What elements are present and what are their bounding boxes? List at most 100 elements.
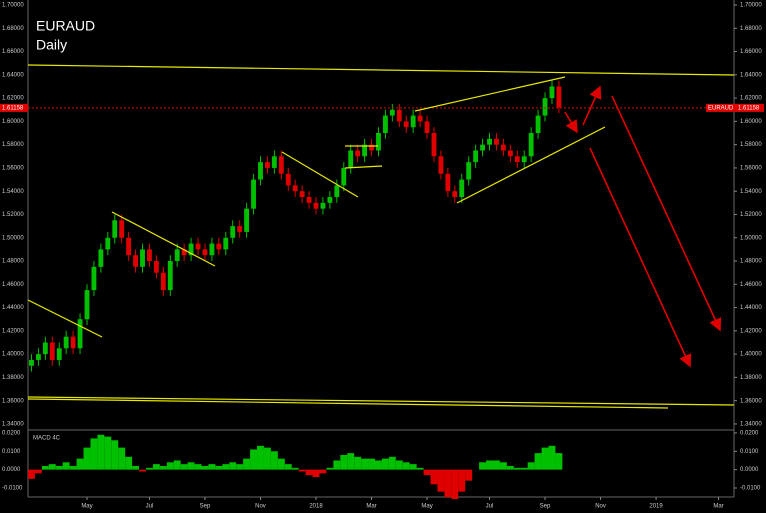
macd-bar [499, 462, 507, 470]
macd-bar [76, 458, 84, 470]
y-tick-label: 1.54000 [2, 189, 24, 195]
y-tick-label: 1.56000 [740, 166, 762, 172]
y-tick-label: 1.36000 [2, 398, 24, 404]
y-tick-label: 1.62000 [740, 96, 762, 102]
x-tick-label: Sep [200, 504, 211, 510]
candle-body [140, 249, 145, 267]
candle-body [507, 150, 513, 157]
candle-body [29, 359, 34, 366]
y-tick-label: 1.68000 [740, 26, 762, 32]
macd-bar [125, 456, 133, 470]
candle-body [369, 144, 374, 151]
candle-body [459, 179, 465, 198]
macd-bar [270, 451, 278, 470]
candle-body [244, 208, 250, 232]
macd-bar [479, 462, 487, 470]
macd-bar [465, 469, 473, 481]
candle-body [376, 133, 381, 151]
y-tick-label: 1.60000 [2, 119, 24, 125]
y-tick-label: -0.0100 [740, 486, 761, 492]
y-tick-label: 0.0000 [2, 467, 21, 473]
candle-body [327, 197, 333, 203]
y-tick-label: 1.68000 [2, 26, 24, 32]
macd-bar [375, 460, 382, 470]
y-tick-label: 1.34000 [2, 422, 24, 428]
y-tick-label: -0.0100 [2, 486, 23, 492]
price-tag-label: 1.61158 [2, 105, 24, 111]
y-tick-label: 1.66000 [740, 49, 762, 55]
candle-body [119, 220, 125, 238]
y-tick-label: 1.66000 [2, 49, 24, 55]
candle-body [147, 249, 152, 262]
candle-body [223, 237, 229, 250]
candle-body [313, 202, 319, 209]
macd-bar [132, 465, 140, 470]
macd-bar [34, 469, 42, 474]
y-tick-label: 1.60000 [740, 119, 762, 125]
x-tick-label: Nov [595, 504, 606, 510]
macd-bar [55, 465, 63, 470]
macd-bar [187, 462, 195, 470]
macd-bar [492, 460, 500, 470]
macd-bar [527, 462, 535, 470]
macd-bar [208, 464, 216, 470]
macd-bar [194, 464, 202, 470]
y-tick-label: 1.62000 [2, 96, 24, 102]
candle-body [230, 226, 236, 238]
macd-bar [166, 462, 174, 470]
annotations [27, 64, 735, 409]
macd-bar [41, 465, 49, 470]
candle-body [424, 121, 430, 134]
y-tick-label: 1.46000 [740, 282, 762, 288]
candle-body [237, 226, 243, 232]
candle-body [133, 255, 138, 267]
macd-bar [340, 454, 348, 470]
macd-bar [312, 469, 320, 477]
candle-body [216, 243, 222, 250]
candle-body [452, 191, 458, 198]
candle-body [389, 109, 395, 116]
y-tick-label: 1.56000 [2, 166, 24, 172]
candle-body [195, 243, 201, 250]
candle-body [306, 197, 312, 203]
y-tick-label: 1.54000 [740, 189, 762, 195]
candle-body [535, 115, 541, 134]
y-tick-label: 0.0100 [740, 449, 759, 455]
macd-bar [201, 465, 209, 470]
y-tick-label: 1.58000 [740, 142, 762, 148]
candle-body [77, 319, 83, 349]
candle-body [521, 156, 527, 163]
macd-bar [104, 436, 112, 470]
y-tick-label: 1.64000 [740, 72, 762, 78]
y-tick-label: 1.40000 [740, 352, 762, 358]
candle-body [396, 109, 402, 122]
y-tick-label: 0.0200 [2, 431, 21, 437]
x-tick-label: 2018 [309, 504, 323, 510]
candle-body [494, 138, 499, 145]
macd-bar [152, 464, 160, 470]
y-tick-label: 1.40000 [2, 352, 24, 358]
macd-bar [250, 449, 258, 470]
candle-body [265, 162, 270, 168]
macd-bar [97, 434, 105, 470]
candle-body [126, 237, 132, 256]
y-tick-label: 1.50000 [2, 235, 24, 241]
candle-body [49, 342, 55, 360]
macd-bar [291, 467, 299, 470]
macd-bar [236, 464, 244, 470]
x-tick-label: Nov [255, 504, 266, 510]
macd-bar [263, 447, 271, 470]
macd-bar [243, 458, 251, 470]
macd-bar [48, 464, 56, 470]
chart-title: EURAUD [36, 18, 95, 34]
y-tick-label: 1.42000 [740, 328, 762, 334]
macd-bar [83, 447, 91, 470]
macd-bar [486, 460, 493, 470]
macd-bar [145, 467, 153, 470]
price-tag-label: 1.61158 [738, 105, 760, 111]
macd-bar [229, 462, 237, 470]
x-tick-label: Jul [146, 504, 154, 510]
candle-body [42, 342, 48, 355]
macd-bar [257, 445, 264, 470]
